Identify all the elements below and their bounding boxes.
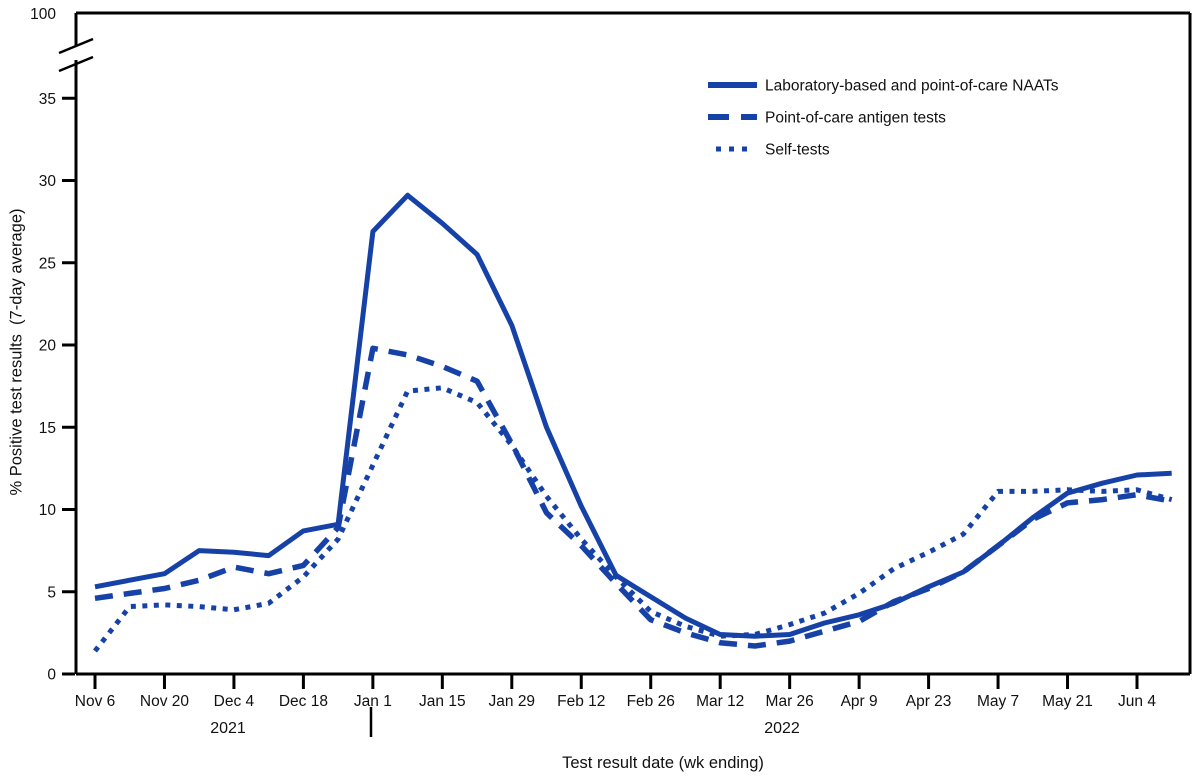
plot-border: [58, 11, 1192, 676]
legend: Laboratory-based and point-of-care NAATs…: [708, 78, 1059, 159]
legend-label-antigen: Point-of-care antigen tests: [765, 110, 946, 127]
year-label-2022: 2022: [764, 720, 800, 737]
y-tick-label: 0: [47, 667, 56, 684]
x-tick-label: Mar 26: [766, 693, 814, 710]
x-tick-label: Nov 20: [140, 693, 189, 710]
y-tick-label: 5: [47, 584, 56, 601]
series-line-naats: [94, 192, 1172, 639]
x-tick-label: Jan 1: [354, 693, 392, 710]
y-axis-ticks: 0 5 10 15 20 25 30 35 100: [30, 6, 75, 684]
x-tick-label: Nov 6: [75, 693, 116, 710]
x-tick-label: Jun 4: [1118, 693, 1156, 710]
x-tick-label: May 21: [1042, 693, 1093, 710]
legend-label-naats: Laboratory-based and point-of-care NAATs: [765, 78, 1059, 95]
axis-break-slash-1: [58, 37, 94, 55]
year-label-2021: 2021: [210, 720, 246, 737]
x-tick-label: Feb 26: [627, 693, 675, 710]
series-line-antigen: [94, 345, 1173, 649]
x-tick-label: Apr 9: [841, 693, 878, 710]
x-tick-label: Dec 18: [279, 693, 328, 710]
legend-label-selftests: Self-tests: [765, 142, 830, 159]
x-tick-label: Mar 12: [696, 693, 744, 710]
y-tick-label: 15: [39, 420, 56, 437]
y-tick-label: 30: [39, 173, 57, 190]
x-tick-label: Jan 15: [419, 693, 466, 710]
x-axis-ticks: Nov 6 Nov 20 Dec 4 Dec 18 Jan 1 Jan 15 Jan 29 F…: [75, 675, 1156, 710]
y-axis-top-label: 100: [30, 6, 56, 23]
y-axis-title: % Positive test results (7-day average): [7, 208, 26, 496]
y-tick-label: 25: [39, 255, 56, 272]
x-tick-label: Feb 12: [557, 693, 605, 710]
y-tick-label: 35: [39, 91, 56, 108]
y-tick-label: 20: [39, 338, 57, 355]
x-tick-label: May 7: [977, 693, 1019, 710]
x-tick-label: Jan 29: [489, 693, 536, 710]
y-tick-label: 10: [39, 502, 57, 519]
series-line-selftests: [93, 385, 1173, 653]
axis-break-slash-2: [58, 55, 94, 73]
series-lines: [93, 192, 1173, 653]
x-axis-title: Test result date (wk ending): [562, 754, 764, 772]
x-tick-label: Apr 23: [906, 693, 952, 710]
x-tick-label: Dec 4: [214, 693, 255, 710]
